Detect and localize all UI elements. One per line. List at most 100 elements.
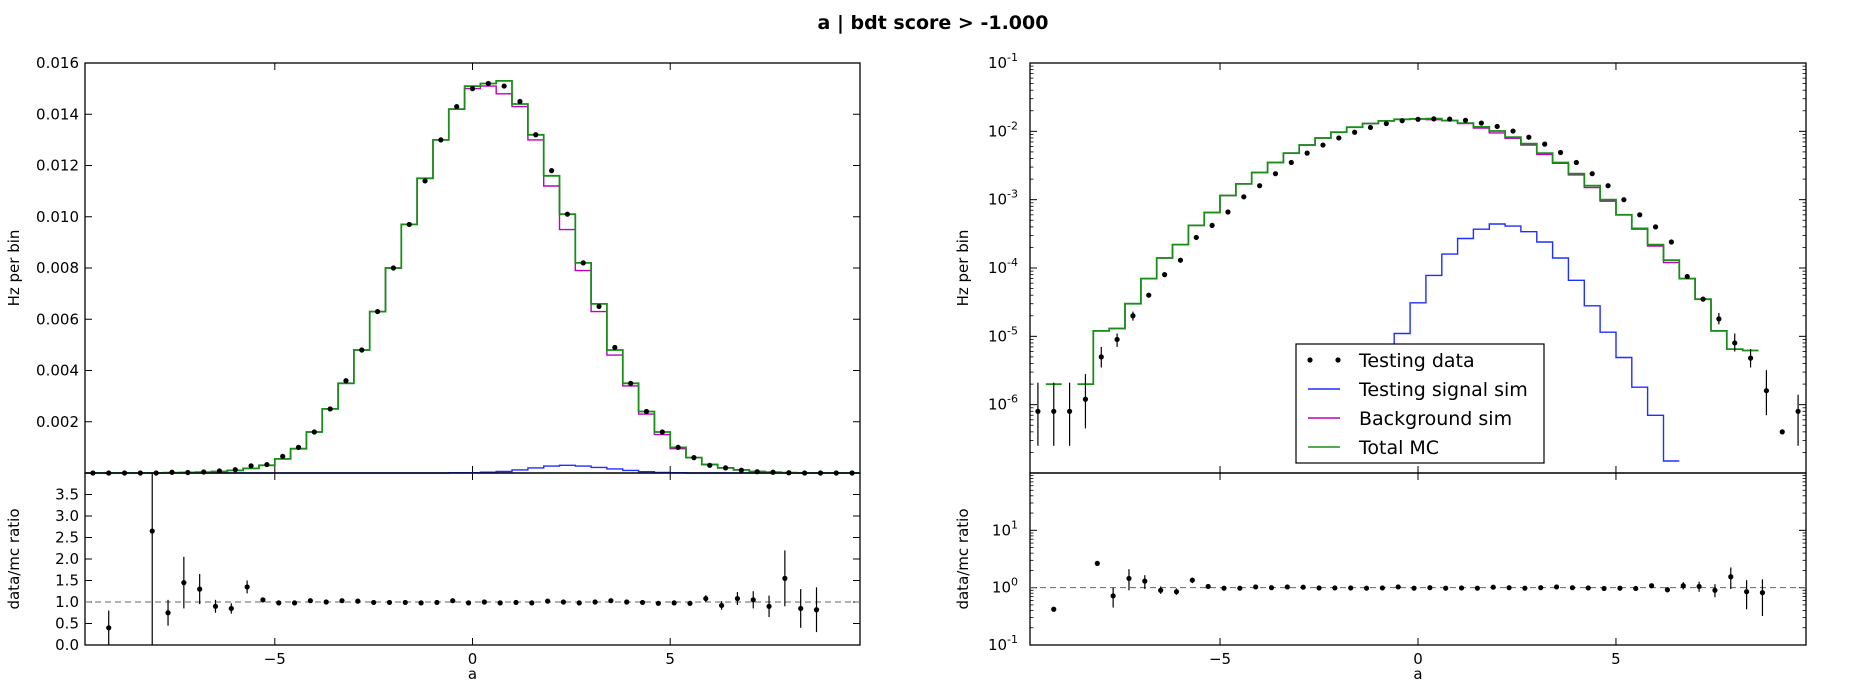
data-point xyxy=(1257,183,1263,189)
data-point xyxy=(770,469,776,475)
ratio-point xyxy=(386,599,393,606)
data-point xyxy=(343,378,349,384)
data-point xyxy=(1272,171,1279,177)
legend-entry: Testing data xyxy=(1307,350,1475,372)
y-tick-label: 100 xyxy=(992,576,1018,597)
ratio-point xyxy=(181,580,187,586)
data-point xyxy=(1621,197,1627,203)
data-point xyxy=(1684,273,1690,280)
ratio-point xyxy=(1728,574,1734,580)
data-point xyxy=(1367,124,1374,131)
ratio-point xyxy=(1379,585,1385,591)
ratio-point xyxy=(1158,587,1164,593)
ratio-point xyxy=(1395,584,1401,590)
data-point xyxy=(1114,336,1120,343)
legend-label: Total MC xyxy=(1358,437,1439,459)
ratio-point xyxy=(1474,585,1480,591)
data-point xyxy=(1082,396,1089,402)
data-point xyxy=(596,303,602,310)
data-point xyxy=(1573,159,1579,166)
data-point xyxy=(1447,116,1453,122)
data-point xyxy=(1098,354,1104,360)
ratio-point xyxy=(106,625,112,631)
ratio-point xyxy=(244,584,250,590)
ratio-point xyxy=(1585,585,1591,591)
data-point xyxy=(533,132,539,138)
ratio-point xyxy=(1458,585,1465,591)
data-point xyxy=(232,467,238,473)
data-point xyxy=(406,221,412,228)
y-tick-label: 0.012 xyxy=(36,157,79,175)
ratio-point xyxy=(560,599,567,605)
data-point xyxy=(359,347,365,353)
y-tick-label: 10-5 xyxy=(988,324,1018,345)
axes-bottom-left: 0.0 0.5 1.0 1.5 2.0 2.5 3.0 3.5 −5 0 5 data/mc rati… xyxy=(5,472,861,683)
data-point xyxy=(1177,257,1184,263)
legend-marker xyxy=(1335,357,1341,363)
data-point xyxy=(580,260,586,266)
ratio-point xyxy=(1601,585,1607,592)
ratio-point xyxy=(1553,584,1560,590)
data-point xyxy=(1542,141,1548,147)
data-point xyxy=(1795,408,1801,414)
y-tick-label: 0.010 xyxy=(36,208,79,226)
axes-bottom-right: 10-1 100 101 −5 0 5 data/mc ratio a xyxy=(954,472,1807,683)
ratio-point xyxy=(1680,583,1686,589)
ratio-point xyxy=(750,597,756,603)
data-point xyxy=(1668,239,1674,245)
y-tick-label: 101 xyxy=(992,518,1018,539)
ratio-point xyxy=(1648,583,1655,589)
data-point xyxy=(1193,234,1199,241)
ratio-point xyxy=(1189,577,1195,583)
data-point xyxy=(1304,150,1310,156)
data-point xyxy=(1336,135,1342,141)
ratio-point xyxy=(1664,587,1671,593)
data-point xyxy=(1478,120,1484,126)
data-point xyxy=(264,461,270,468)
ratio-point xyxy=(434,599,440,606)
data-point xyxy=(1526,134,1532,140)
axes-frame xyxy=(84,62,861,474)
ratio-point xyxy=(655,600,661,606)
data-point xyxy=(485,80,491,87)
ratio-point xyxy=(576,600,582,606)
ratio-point xyxy=(197,586,203,592)
data-point xyxy=(1763,388,1770,394)
ratio-point xyxy=(639,599,646,606)
ratio-point xyxy=(1490,584,1496,590)
data-point xyxy=(1431,116,1437,122)
y-tick-label: 10-1 xyxy=(988,633,1018,654)
legend-entry: Background sim xyxy=(1308,408,1512,430)
data-point xyxy=(659,429,665,435)
y-tick-label: 3.5 xyxy=(55,486,79,504)
ratio-point xyxy=(1126,575,1132,582)
data-point xyxy=(643,408,650,415)
data-point xyxy=(469,86,476,92)
y-tick-label: 2.0 xyxy=(55,550,79,568)
data-point xyxy=(390,265,397,271)
data-point xyxy=(248,463,254,469)
ratio-point xyxy=(1142,578,1148,584)
axes-frame xyxy=(84,472,861,646)
data-point xyxy=(675,444,681,450)
ratio-point xyxy=(228,605,234,612)
ratio-point xyxy=(291,600,298,606)
ratio-point xyxy=(1363,585,1370,591)
data-point xyxy=(548,168,555,174)
data-point xyxy=(280,453,286,459)
data-point xyxy=(422,178,428,184)
data-point xyxy=(707,462,713,468)
data-point xyxy=(1225,209,1231,215)
ratio-point xyxy=(734,595,741,602)
data-point xyxy=(1383,120,1389,127)
ratio-point xyxy=(1633,585,1639,592)
ratio-point xyxy=(1617,585,1623,591)
ratio-point xyxy=(1443,585,1449,591)
legend-entry: Testing signal sim xyxy=(1308,379,1528,401)
ratio-point xyxy=(529,600,535,606)
ratio-point xyxy=(1284,584,1290,590)
data-point xyxy=(1399,118,1405,124)
ratio-point xyxy=(1348,585,1354,591)
y-tick-label: 1.0 xyxy=(55,593,79,611)
ratio-point xyxy=(497,600,503,606)
